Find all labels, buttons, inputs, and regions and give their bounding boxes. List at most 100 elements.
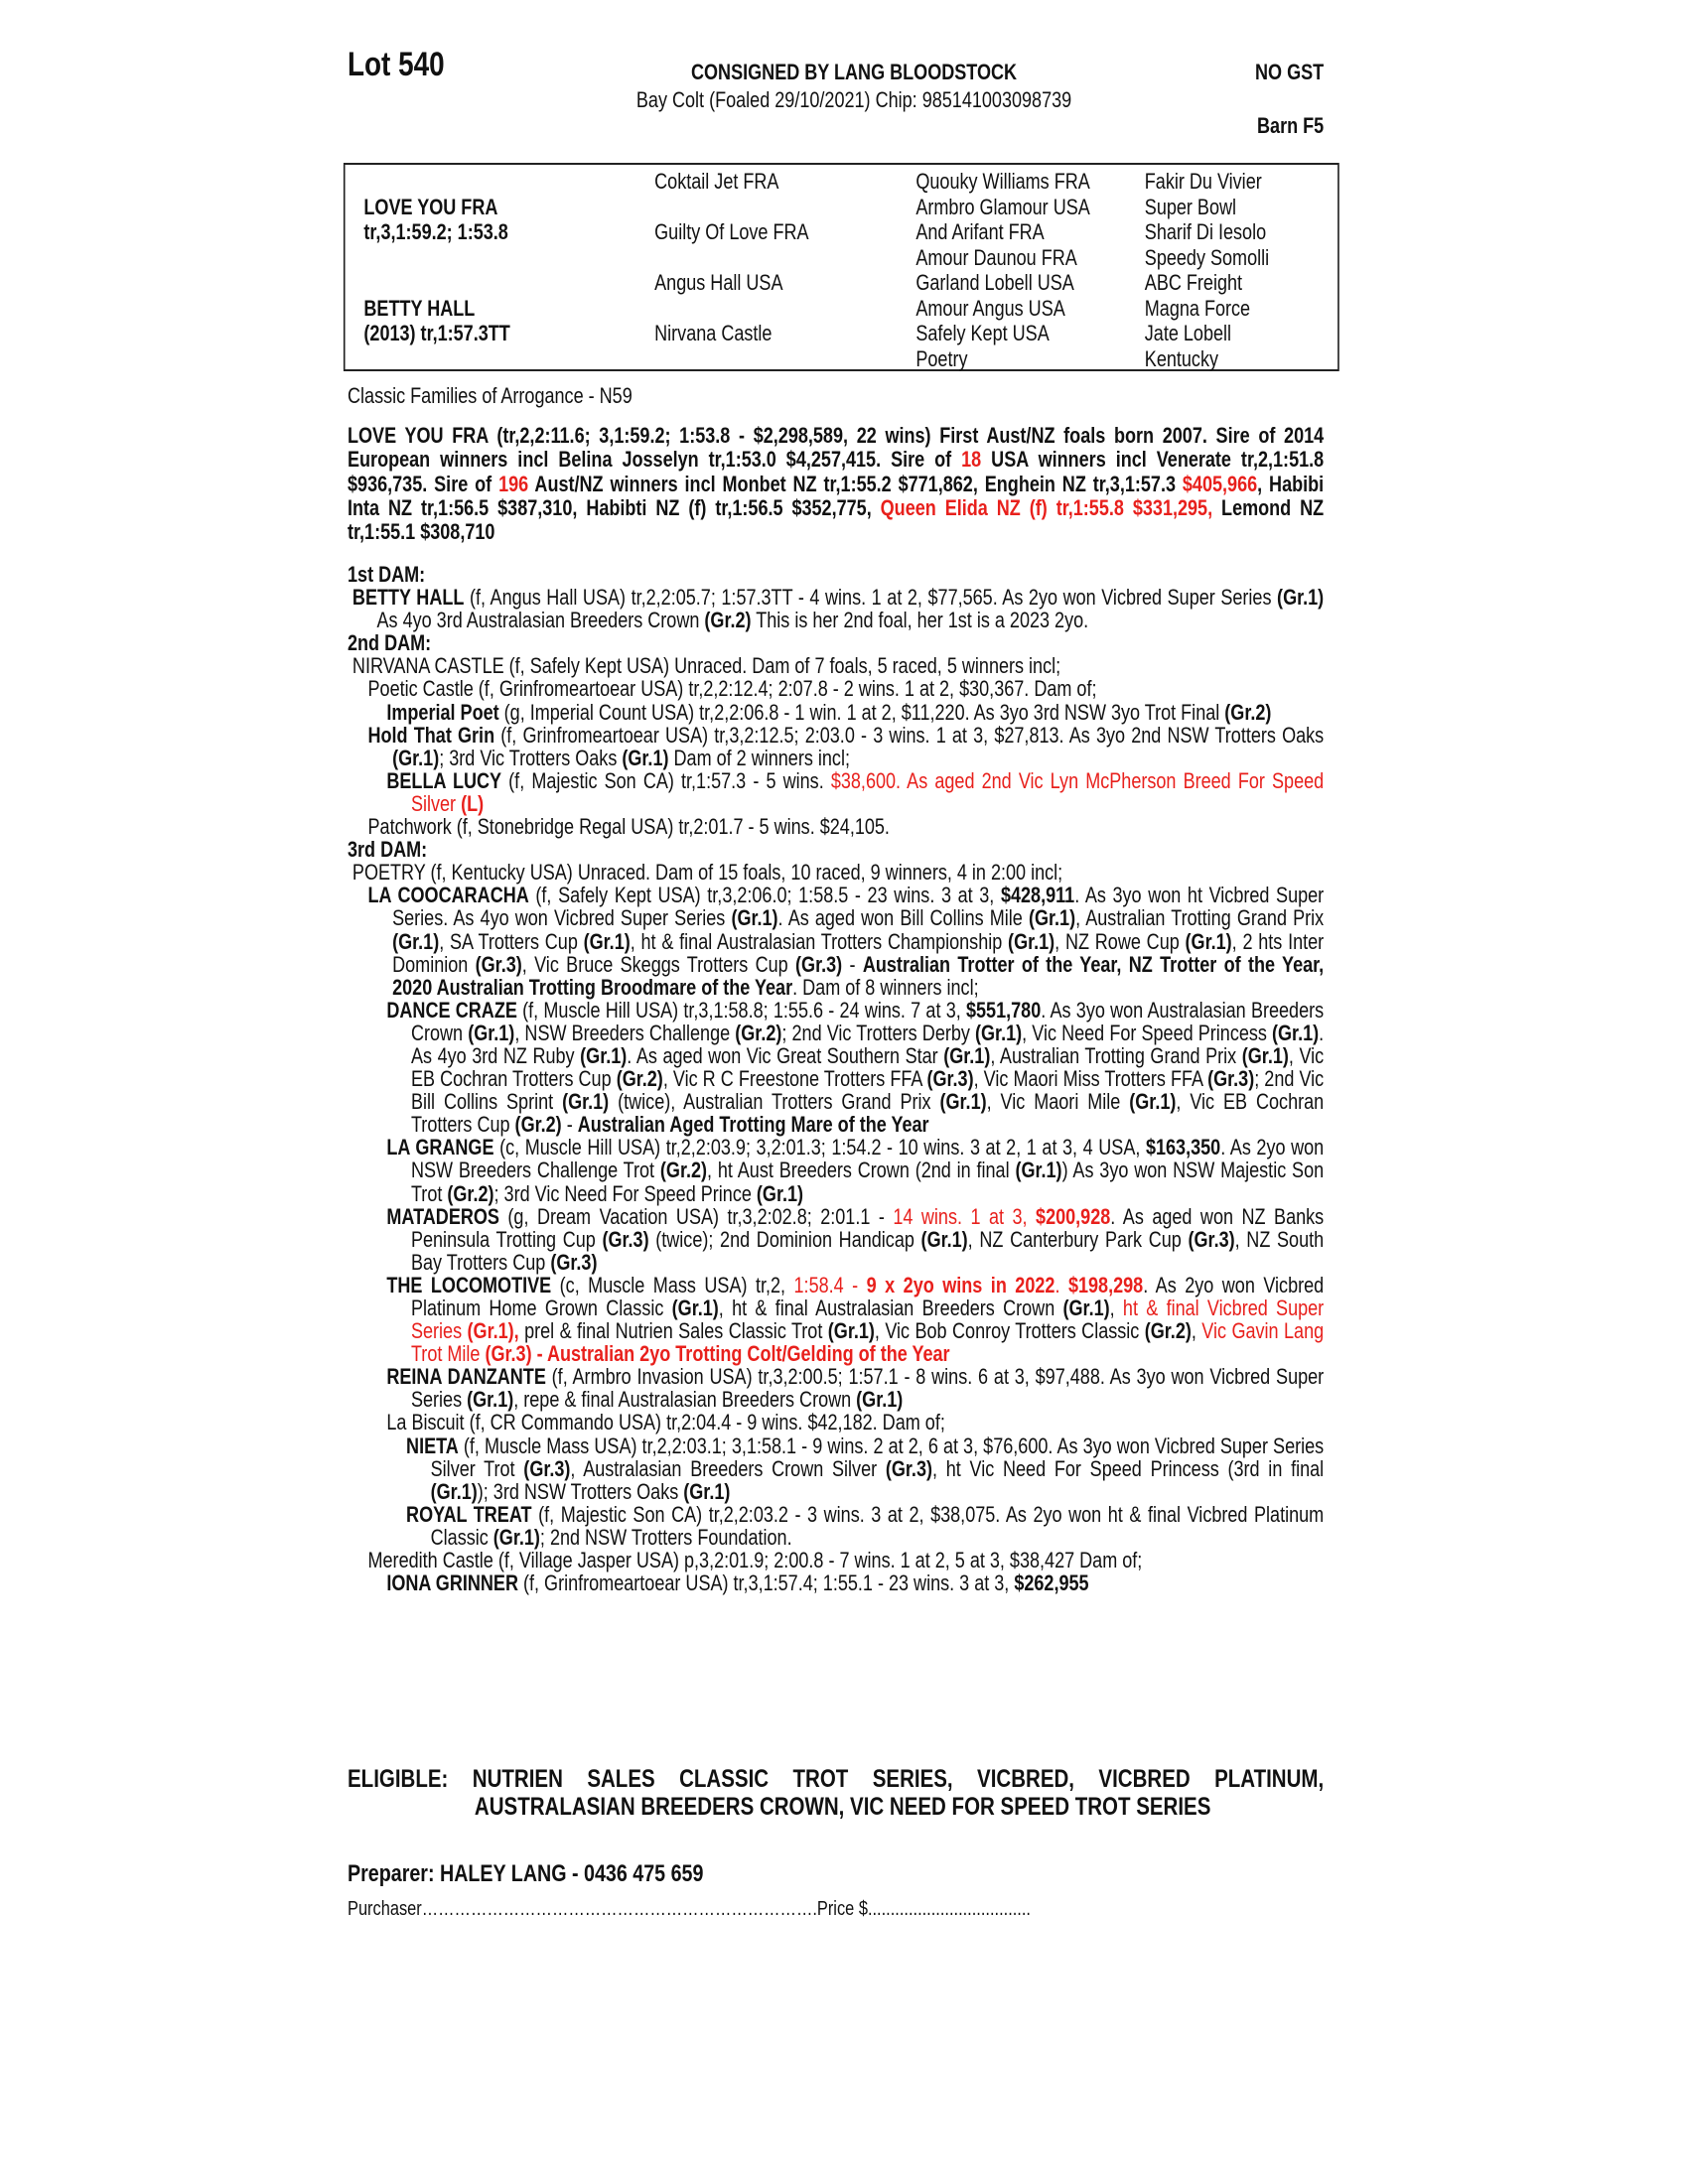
text-run: (f, Majestic Son CA) tr,1:57.3 - 5 wins. — [501, 767, 831, 793]
text-run: (Gr.2) — [1224, 699, 1272, 725]
text-run: As 4yo 3rd Australasian Breeders Crown — [376, 608, 705, 633]
text-run: (f, Majestic Son CA) tr,2,2:03.2 - 3 win… — [430, 1501, 1325, 1550]
pedigree-cell: LOVE YOU FRA — [363, 194, 498, 219]
text-run: (Gr.1) — [671, 1296, 719, 1320]
text-run: LA COOCARACHA — [367, 883, 529, 908]
text-run: (Gr.1) — [430, 1478, 478, 1504]
text-run: LOVE YOU FRA (tr,2,2:11.6; 3,1:59.2; 1:5… — [348, 423, 1325, 473]
text-run: (f, Muscle Mass USA) tr,2,2:03.1; 3,1:58… — [430, 1433, 1325, 1481]
barn-location: Barn F5 — [1257, 113, 1325, 138]
text-run: 3rd DAM: — [348, 837, 428, 863]
text-run: ; 2nd Vic Bill Collins Sprint — [410, 1066, 1325, 1115]
text-run: (Gr.1) — [1241, 1042, 1289, 1068]
text-run: Imperial Poet — [386, 699, 499, 725]
pedigree-cell: Poetry — [915, 345, 968, 371]
text-run: (Gr.1) — [392, 928, 440, 954]
text-run: (Gr.3) — [795, 951, 843, 977]
text-run: (Gr.1) — [467, 1387, 514, 1413]
text-run: BETTY HALL — [352, 585, 465, 611]
text-run: (Gr.1) — [1185, 928, 1232, 954]
text-run: $262,955 — [1014, 1570, 1089, 1596]
pedigree-cell: Fakir Du Vivier — [1144, 169, 1262, 194]
text-run: (Gr.2) — [704, 608, 752, 633]
text-run: Queen Elida NZ (f) tr,1:55.8 $331,295, — [880, 494, 1213, 520]
sire-summary: LOVE YOU FRA (tr,2,2:11.6; 3,1:59.2; 1:5… — [348, 423, 1325, 545]
text-run: ; 3rd Vic Need For Speed Prince — [493, 1180, 757, 1206]
text-run: ; 3rd Vic Trotters Oaks — [439, 745, 623, 770]
text-run: Australian Trotter of the Year, NZ Trott… — [392, 951, 1325, 1000]
pedigree-entry: NIETA (f, Muscle Mass USA) tr,2,2:03.1; … — [348, 1433, 1325, 1504]
text-run: - — [561, 1112, 578, 1138]
text-run: (Gr.2) — [659, 1158, 708, 1183]
pedigree-cell: Safely Kept USA — [915, 321, 1050, 345]
text-run: . As 2yo won Vicbred Platinum Home Grown… — [410, 1272, 1325, 1320]
text-run: Patchwork (f, Stonebridge Regal USA) tr,… — [367, 814, 890, 840]
text-run: ROYAL TREAT — [406, 1501, 532, 1527]
eligibility: ELIGIBLE: NUTRIEN SALES CLASSIC TROT SER… — [348, 1765, 1325, 1821]
pedigree-col-parents: LOVE YOU FRA tr,3,1:59.2; 1:53.8 BETTY HAL… — [363, 169, 509, 371]
text-run: $200,928 — [1036, 1203, 1111, 1229]
pedigree-col-great-grandparents: Quouky Williams FRA Armbro Glamour USA And… — [915, 169, 1089, 371]
text-run: (f, Muscle Hill USA) tr,3,1:58.8; 1:55.6… — [516, 997, 966, 1023]
text-run: (Gr.1) — [920, 1226, 968, 1252]
text-run: , Australian Trotting Grand Prix — [1075, 905, 1325, 931]
text-run: (Gr.1) — [468, 1020, 515, 1045]
text-run: 1st DAM: — [348, 562, 426, 587]
pedigree-cell: Nirvana Castle — [654, 321, 773, 345]
text-run: (Gr.1) — [622, 745, 669, 770]
text-run: (f, Armbro Invasion USA) tr,3,2:00.5; 1:… — [410, 1364, 1325, 1413]
text-run: . As 2yo won NSW Breeders Challenge Trot — [410, 1135, 1325, 1183]
text-run: Lemond NZ tr,1:55.1 $308,710 — [348, 494, 1325, 545]
text-run: Vic Gavin Lang Trot Mile — [410, 1318, 1325, 1367]
text-run: , Vic Bruce Skeggs Trotters Cup — [521, 951, 796, 977]
text-run: , 2 hts Inter Dominion — [392, 928, 1325, 977]
consignor: CONSIGNED BY LANG BLOODSTOCK — [690, 60, 1018, 84]
text-run: . As aged won Bill Collins Mile — [777, 905, 1029, 931]
pedigree-cell: Guilty Of Love FRA — [654, 219, 809, 244]
text-run: (f, Grinfromeartoear USA) tr,3,1:57.4; 1… — [517, 1570, 1015, 1596]
lot-number: Lot 540 — [348, 46, 445, 83]
text-run: , ht & final Australasian Breeders Crown — [718, 1296, 1063, 1320]
text-run: DANCE CRAZE — [386, 997, 517, 1023]
text-run: 196 — [498, 471, 529, 496]
dam-heading: 2nd DAM: — [348, 631, 1324, 654]
text-run: , ht & final Australasian Trotters Champ… — [630, 928, 1009, 954]
pedigree-entry: ROYAL TREAT (f, Majestic Son CA) tr,2,2:… — [348, 1503, 1324, 1549]
text-run: (Gr.3) — [1207, 1066, 1255, 1092]
pedigree-cell: Quouky Williams FRA — [915, 169, 1090, 194]
text-run: . As aged won NZ Banks Peninsula Trottin… — [410, 1203, 1325, 1252]
text-run: 1:58.4 - — [793, 1272, 867, 1297]
purchaser-line[interactable]: Purchaser……………………………………………………………….Price … — [348, 1898, 1031, 1920]
text-run: (Gr.1) — [943, 1042, 991, 1068]
text-run: (Gr.3) — [550, 1249, 598, 1275]
text-run: . — [1055, 1272, 1068, 1297]
pedigree-entry: REINA DANZANTE (f, Armbro Invasion USA) … — [348, 1365, 1324, 1411]
text-run: (Gr.3) - Australian 2yo Trotting Colt/Ge… — [485, 1341, 950, 1367]
pedigree-cell — [654, 346, 808, 372]
text-run: Aust/NZ winners incl Monbet NZ tr,1:55.2… — [528, 471, 1183, 496]
preparer: Preparer: HALEY LANG - 0436 475 659 — [348, 1860, 704, 1887]
text-run: THE LOCOMOTIVE — [386, 1272, 552, 1297]
text-run: (Gr.1) — [562, 1089, 610, 1115]
text-run: (Gr.3) — [602, 1226, 649, 1252]
text-run: (Gr.2) — [514, 1112, 562, 1138]
text-run: Hold That Grin — [367, 722, 495, 748]
text-run: 2nd DAM: — [348, 630, 432, 656]
text-run: (Gr.1) — [683, 1478, 731, 1504]
pedigree-cell: Jate Lobell — [1144, 321, 1232, 345]
text-run: (L) — [461, 790, 485, 816]
text-run: (f, Grinfromeartoear USA) tr,3,2:12.5; 2… — [494, 722, 1325, 748]
pedigree-cell: (2013) tr,1:57.3TT — [363, 321, 510, 345]
pedigree-cell: Garland Lobell USA — [915, 270, 1074, 295]
text-run: , — [1109, 1296, 1123, 1320]
pedigree-cell: Amour Daunou FRA — [915, 244, 1077, 270]
text-run: (Gr.1) — [1008, 928, 1055, 954]
gst-status: NO GST — [1255, 60, 1325, 84]
text-run: $38,600. As aged 2nd Vic Lyn McPherson B… — [410, 767, 1325, 816]
text-run: ) As 3yo won NSW Majestic Son Trot — [410, 1158, 1325, 1206]
text-run: , NZ Canterbury Park Cup — [967, 1226, 1189, 1252]
text-run: , NZ South Bay Trotters Cup — [410, 1226, 1325, 1275]
text-run: , ht Vic Need For Speed Princess (3rd in… — [931, 1455, 1325, 1481]
horse-description: Bay Colt (Foaled 29/10/2021) Chip: 98514… — [635, 87, 1072, 112]
pedigree-entry: Imperial Poet (g, Imperial Count USA) tr… — [348, 701, 1324, 724]
